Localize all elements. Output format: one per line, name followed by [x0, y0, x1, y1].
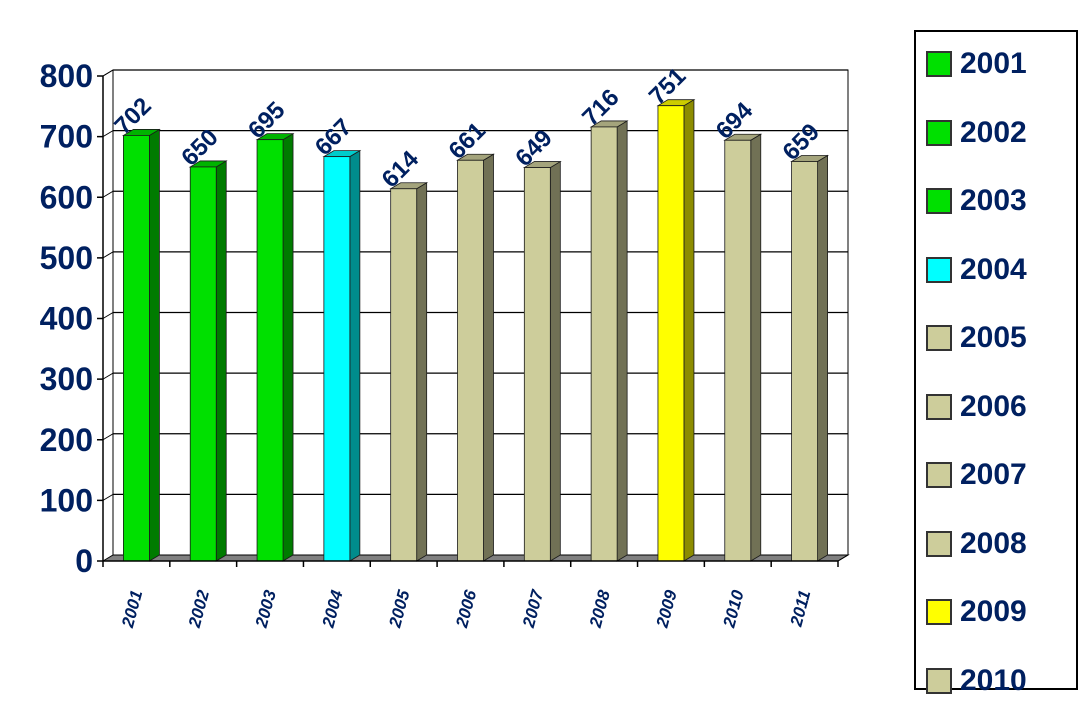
y-tick-label: 100	[40, 482, 93, 518]
bar	[725, 140, 751, 561]
gridline-side	[103, 131, 113, 137]
y-tick-label: 800	[40, 58, 93, 94]
y-tick-label: 700	[40, 119, 93, 155]
legend-item: 2007	[926, 455, 1027, 495]
legend-swatch	[926, 120, 952, 146]
bar	[257, 140, 283, 561]
bar-side	[818, 155, 828, 561]
legend-label: 2005	[960, 321, 1027, 355]
legend-swatch	[926, 325, 952, 351]
x-tick-label: 2002	[185, 588, 214, 631]
legend-swatch	[926, 668, 952, 694]
gridline-side	[103, 313, 113, 319]
legend-item: 2009	[926, 592, 1027, 632]
y-tick-label: 0	[75, 543, 93, 579]
bar	[458, 160, 484, 561]
x-tick-label: 2004	[318, 588, 347, 631]
legend-item: 2010	[926, 661, 1027, 701]
bar	[792, 161, 818, 561]
legend-swatch	[926, 188, 952, 214]
gridline-side	[103, 373, 113, 379]
bar-side	[149, 129, 159, 561]
bar-side	[550, 162, 560, 561]
x-tick-label: 2011	[786, 588, 814, 629]
bar	[524, 168, 550, 561]
legend-swatch	[926, 531, 952, 557]
legend-label: 2006	[960, 390, 1027, 424]
legend-label: 2004	[960, 253, 1027, 287]
bar-side	[617, 121, 627, 561]
y-axis-top	[103, 70, 113, 76]
legend-label: 2001	[960, 47, 1027, 81]
x-tick-label: 2003	[252, 588, 281, 631]
x-tick-label: 2001	[118, 588, 146, 630]
legend-item: 2002	[926, 113, 1027, 153]
y-tick-label: 200	[40, 422, 93, 458]
bar-side	[417, 183, 427, 561]
gridline-side	[103, 191, 113, 197]
x-tick-label: 2010	[719, 588, 748, 631]
x-tick-label: 2006	[452, 588, 481, 631]
bar-side	[283, 134, 293, 561]
bar	[658, 106, 684, 561]
bar	[391, 189, 417, 561]
bar	[591, 127, 617, 561]
y-tick-label: 600	[40, 179, 93, 215]
legend-label: 2002	[960, 116, 1027, 150]
gridline-side	[103, 434, 113, 440]
legend-item: 2005	[926, 318, 1027, 358]
gridline-side	[103, 252, 113, 258]
legend-label: 2009	[960, 595, 1027, 629]
legend-label: 2007	[960, 458, 1027, 492]
legend-swatch	[926, 599, 952, 625]
legend-swatch	[926, 462, 952, 488]
x-tick-label: 2009	[652, 588, 681, 631]
bar-side	[350, 151, 360, 561]
x-tick-label: 2008	[586, 588, 615, 631]
bar-side	[216, 161, 226, 561]
bar	[123, 135, 149, 561]
legend-item: 2003	[926, 181, 1027, 221]
legend-label: 2008	[960, 527, 1027, 561]
x-tick-label: 2005	[385, 588, 414, 631]
bar	[190, 167, 216, 561]
legend-label: 2003	[960, 184, 1027, 218]
legend-item: 2008	[926, 524, 1027, 564]
legend-item: 2006	[926, 387, 1027, 427]
legend-swatch	[926, 51, 952, 77]
y-tick-label: 500	[40, 240, 93, 276]
bar-side	[751, 134, 761, 561]
y-tick-label: 400	[40, 301, 93, 337]
x-tick-label: 2007	[519, 587, 548, 631]
bar-side	[684, 100, 694, 561]
gridline-side	[103, 494, 113, 500]
bar-side	[484, 154, 494, 561]
legend-item: 2004	[926, 250, 1027, 290]
legend-item: 2001	[926, 44, 1027, 84]
bar	[324, 157, 350, 561]
legend-swatch	[926, 394, 952, 420]
chart-legend: 2001 2002 2003 2004 2005 2006 2007 2008 2009 2010	[914, 30, 1078, 690]
legend-label: 2010	[960, 664, 1027, 698]
legend-swatch	[926, 257, 952, 283]
bar-chart: 0100200300400500600700800702200165020026…	[0, 0, 900, 672]
y-tick-label: 300	[40, 361, 93, 397]
